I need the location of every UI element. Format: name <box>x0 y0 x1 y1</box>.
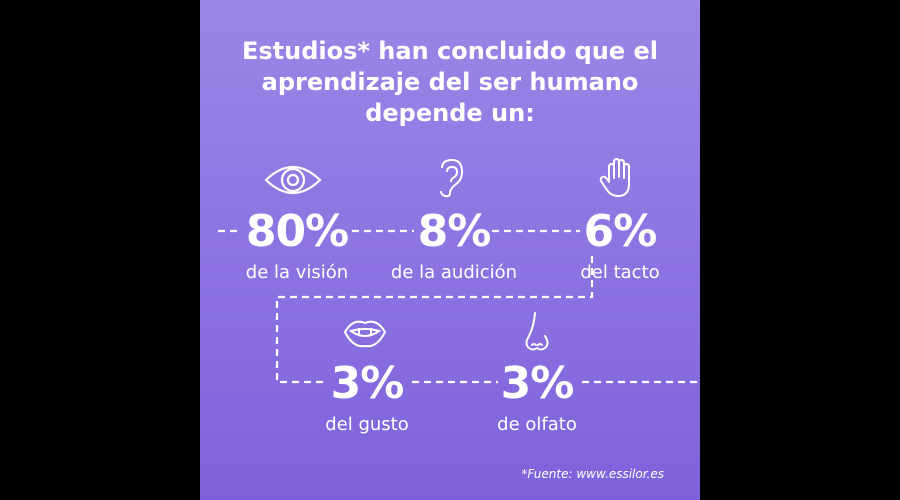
nose-icon <box>525 312 549 351</box>
infographic-card: Estudios* han concluido que el aprendiza… <box>200 0 700 500</box>
touch-percent: 6% <box>583 206 658 257</box>
headline-line-3: depende un: <box>365 99 535 127</box>
touch-label: del tacto <box>580 262 660 283</box>
headline-line-2: aprendizaje del ser humano <box>261 68 639 96</box>
hearing-label: de la audición <box>390 262 518 283</box>
taste-label: del gusto <box>325 414 409 435</box>
ear-icon <box>440 158 464 198</box>
smell-percent: 3% <box>500 358 575 409</box>
mouth-icon <box>343 320 387 348</box>
taste-percent: 3% <box>330 358 405 409</box>
dashed-connector-path <box>218 229 700 384</box>
headline-line-1: Estudios* han concluido que el <box>241 37 659 65</box>
smell-label: de olfato <box>497 414 577 435</box>
vision-percent: 80% <box>245 206 349 257</box>
source-note: *Fuente: www.essilor.es <box>521 467 664 481</box>
vision-label: de la visión <box>245 262 349 283</box>
hand-icon <box>599 158 630 198</box>
hearing-percent: 8% <box>417 206 492 257</box>
eye-icon <box>264 166 322 194</box>
headline: Estudios* han concluido que el aprendiza… <box>200 36 700 129</box>
